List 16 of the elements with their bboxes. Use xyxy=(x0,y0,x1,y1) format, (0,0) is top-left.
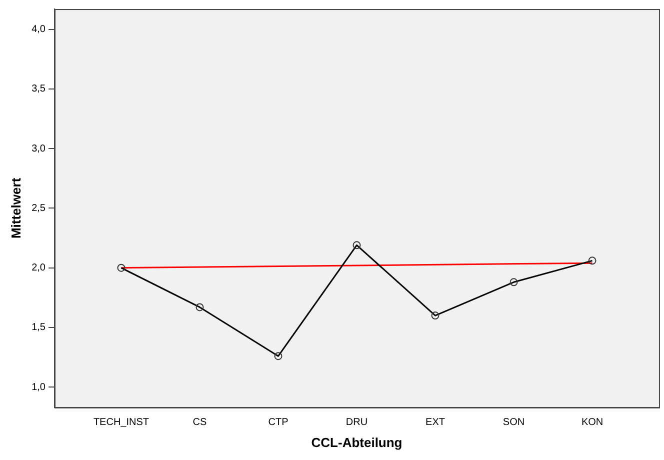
x-tick-label: TECH_INST xyxy=(93,417,150,428)
y-tick-label: 2,0 xyxy=(32,262,46,274)
x-tick-label: EXT xyxy=(426,417,445,428)
y-tick-label: 4,0 xyxy=(32,24,46,36)
x-axis-title: CCL-Abteilung xyxy=(311,434,402,450)
y-tick-label: 2,5 xyxy=(32,202,46,214)
x-tick-label: CS xyxy=(192,417,208,428)
y-tick-label: 3,5 xyxy=(32,84,46,95)
x-tick-label: KON xyxy=(581,417,604,428)
x-tick-label: CTP xyxy=(268,417,289,428)
x-tick-label: SON xyxy=(502,417,525,428)
y-tick-label: 1,0 xyxy=(32,382,46,393)
y-axis-title: Mittelwert xyxy=(8,177,24,239)
y-tick-label: 1,5 xyxy=(32,322,46,334)
y-tick-label: 3,0 xyxy=(32,143,46,154)
x-tick-label: DRU xyxy=(346,417,368,428)
